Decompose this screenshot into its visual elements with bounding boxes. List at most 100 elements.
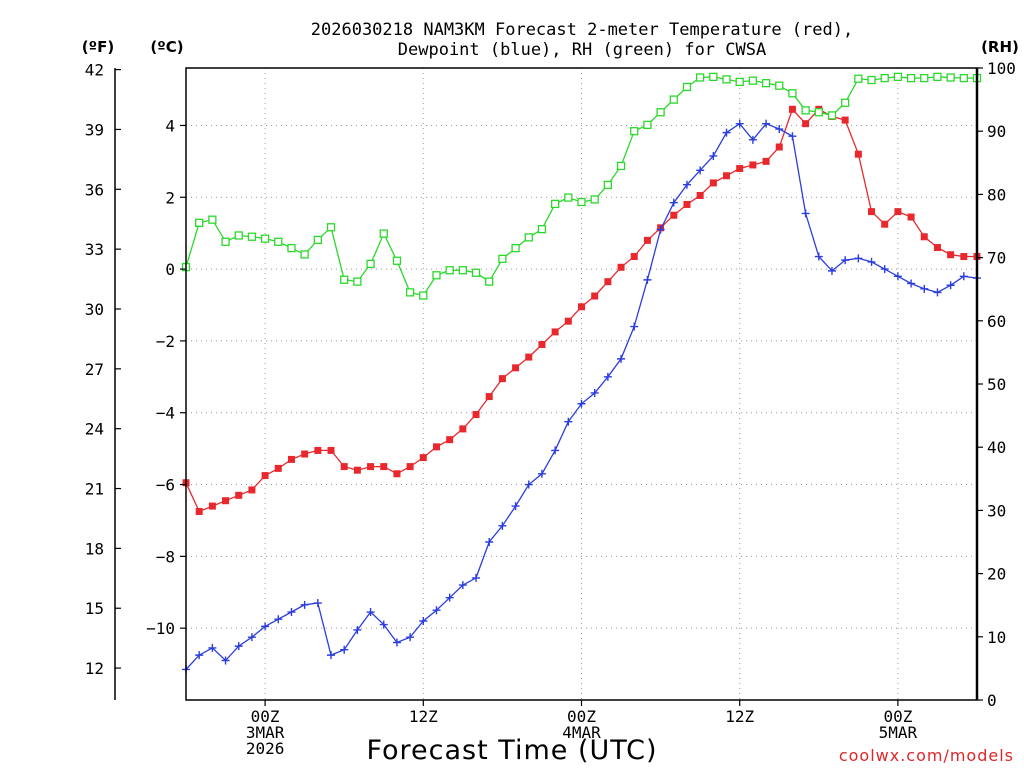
- dewpoint-point: [432, 606, 441, 615]
- dewpoint-point: [458, 581, 467, 590]
- rh-point: [880, 73, 889, 83]
- rh-point: [195, 218, 204, 227]
- time-tick-label: 4MAR: [562, 723, 601, 742]
- fahrenheit-tick-label: 36: [85, 180, 104, 199]
- dewpoint-point: [788, 132, 797, 141]
- time-tick-label: 5MAR: [879, 723, 918, 742]
- 2-meter-temperature-point: [788, 105, 796, 113]
- rh-tick-label: 80: [987, 185, 1006, 204]
- rh-tick-label: 40: [987, 438, 1006, 457]
- fahrenheit-unit-label: (ºF): [82, 38, 114, 56]
- fahrenheit-tick-label: 42: [85, 61, 104, 80]
- 2-meter-temperature-point: [419, 454, 427, 462]
- series-layer: [181, 72, 982, 674]
- rh-point: [669, 95, 678, 104]
- rh-point: [537, 225, 547, 234]
- dewpoint-point: [748, 135, 757, 144]
- 2-meter-temperature-point: [591, 292, 599, 300]
- 2-meter-temperature-point: [353, 466, 361, 474]
- 2-meter-temperature-point: [802, 120, 810, 128]
- 2-meter-temperature-point: [894, 208, 902, 216]
- rh-tick-label: 20: [987, 565, 1006, 584]
- celsius-tick-label: −6: [156, 476, 175, 495]
- dewpoint-point: [907, 279, 916, 288]
- rh-point: [656, 108, 665, 117]
- 2-meter-temperature-point: [933, 244, 941, 252]
- dewpoint-point: [221, 656, 230, 665]
- dewpoint-point: [893, 272, 902, 281]
- rh-point: [234, 231, 243, 240]
- 2-meter-temperature-point: [208, 502, 216, 510]
- dewpoint-point: [722, 128, 731, 137]
- dewpoint-point: [735, 119, 744, 128]
- dewpoint-point: [261, 622, 270, 631]
- 2-meter-temperature-point: [525, 353, 533, 361]
- rh-point: [260, 234, 270, 243]
- rh-point: [590, 195, 599, 204]
- rh-point: [247, 232, 257, 241]
- tick-labels: 1215182124273033363942−10−8−6−4−20240102…: [85, 59, 1016, 758]
- dewpoint-point: [696, 166, 705, 175]
- 2-meter-temperature-point: [617, 263, 625, 271]
- rh-point: [550, 199, 560, 209]
- dewpoint-point: [313, 599, 322, 608]
- dewpoint-point: [920, 284, 929, 293]
- dewpoint-point: [801, 209, 810, 218]
- celsius-tick-label: −2: [156, 332, 175, 351]
- rh-line: [185, 76, 977, 297]
- rh-point: [524, 233, 533, 242]
- rh-point: [616, 161, 626, 171]
- 2-meter-temperature-point: [380, 463, 388, 471]
- dewpoint-point: [208, 643, 217, 652]
- fahrenheit-tick-label: 21: [85, 480, 104, 499]
- rh-point: [893, 72, 903, 81]
- rh-point: [761, 79, 771, 88]
- 2-meter-temperature-point: [841, 116, 849, 124]
- 2-meter-temperature-point: [881, 220, 889, 228]
- fahrenheit-tick-label: 39: [85, 120, 104, 139]
- rh-point: [867, 75, 876, 85]
- dewpoint-point: [524, 480, 533, 489]
- 2-meter-temperature-point: [301, 450, 309, 458]
- fahrenheit-tick-label: 15: [85, 599, 104, 618]
- 2-meter-temperature-point: [287, 455, 295, 463]
- 2-meter-temperature-point: [709, 179, 717, 187]
- dewpoint-point: [485, 538, 494, 546]
- fahrenheit-tick-label: 33: [85, 240, 104, 259]
- 2-meter-temperature-point: [551, 328, 559, 336]
- dewpoint-point: [537, 469, 546, 478]
- rh-point: [340, 275, 349, 284]
- time-tick-label: 00Z: [567, 707, 596, 726]
- 2-meter-temperature-point: [222, 497, 230, 505]
- dewpoint-point: [682, 180, 691, 189]
- 2-meter-temperature-point: [498, 375, 506, 383]
- time-tick-label: 12Z: [725, 707, 754, 726]
- fahrenheit-tick-label: 27: [85, 360, 104, 379]
- dewpoint-point: [656, 225, 665, 234]
- 2-meter-temperature-point: [274, 464, 282, 472]
- dewpoint-point: [775, 125, 784, 134]
- dewpoint-point: [880, 265, 889, 274]
- dewpoint-point: [287, 608, 296, 617]
- dewpoint-point: [564, 417, 573, 426]
- celsius-tick-label: −10: [146, 619, 175, 638]
- dewpoint-point: [959, 272, 968, 281]
- rh-tick-label: 30: [987, 501, 1006, 520]
- time-tick-label: 12Z: [409, 707, 438, 726]
- rh-point: [722, 75, 731, 84]
- dewpoint-point: [445, 593, 454, 602]
- 2-meter-temperature-point: [868, 208, 876, 216]
- rh-unit-label: (RH): [981, 38, 1019, 56]
- dewpoint-point: [709, 151, 718, 160]
- rh-point: [300, 250, 309, 259]
- dewpoint-point: [814, 252, 823, 261]
- rh-point: [801, 106, 810, 115]
- 2-meter-temperature-point: [235, 491, 243, 499]
- rh-point: [274, 237, 283, 246]
- dewpoint-point: [327, 651, 336, 660]
- rh-point: [313, 235, 322, 245]
- rh-point: [577, 197, 586, 207]
- x-axis-title: Forecast Time (UTC): [366, 735, 657, 766]
- rh-point: [366, 259, 375, 269]
- rh-point: [326, 223, 336, 232]
